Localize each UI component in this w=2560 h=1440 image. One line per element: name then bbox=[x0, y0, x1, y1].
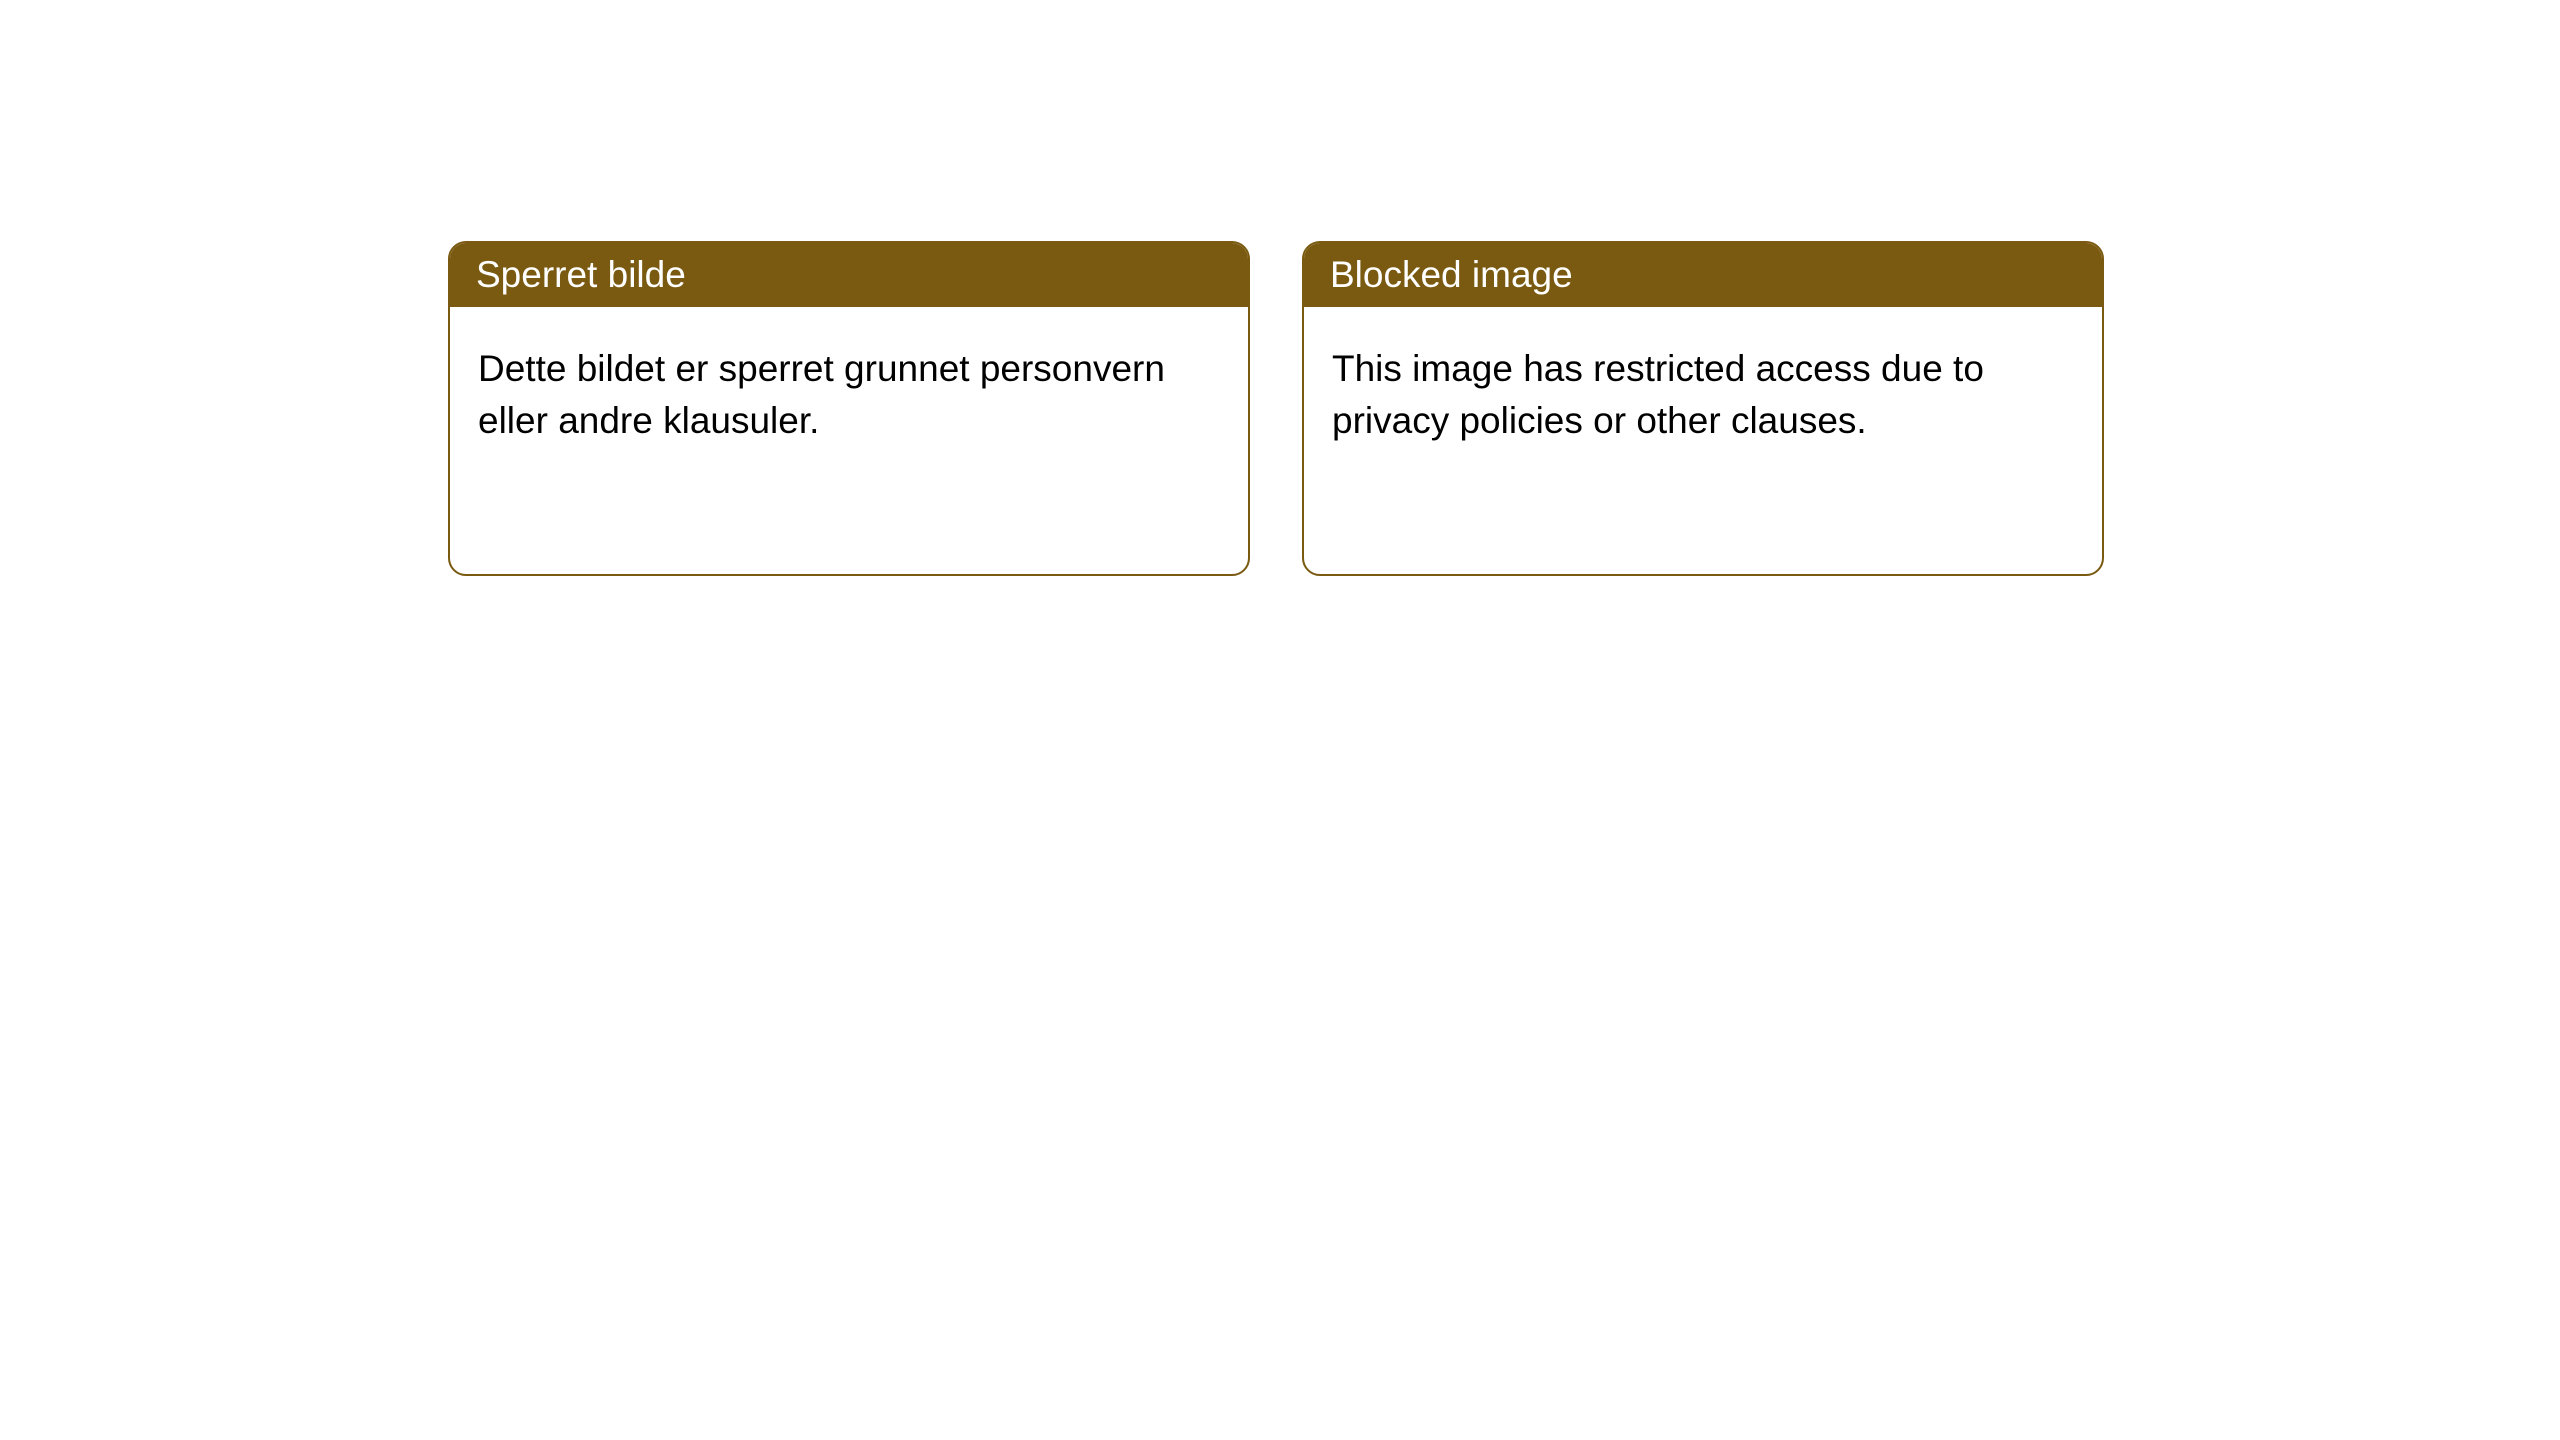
notice-title: Blocked image bbox=[1330, 254, 1573, 295]
notice-box-norwegian: Sperret bilde Dette bildet er sperret gr… bbox=[448, 241, 1250, 576]
notice-body: This image has restricted access due to … bbox=[1304, 307, 2102, 483]
notice-body: Dette bildet er sperret grunnet personve… bbox=[450, 307, 1248, 483]
notice-header: Sperret bilde bbox=[450, 243, 1248, 307]
notice-body-text: This image has restricted access due to … bbox=[1332, 348, 1984, 441]
notice-header: Blocked image bbox=[1304, 243, 2102, 307]
notice-container: Sperret bilde Dette bildet er sperret gr… bbox=[0, 0, 2560, 576]
notice-body-text: Dette bildet er sperret grunnet personve… bbox=[478, 348, 1165, 441]
notice-title: Sperret bilde bbox=[476, 254, 686, 295]
notice-box-english: Blocked image This image has restricted … bbox=[1302, 241, 2104, 576]
